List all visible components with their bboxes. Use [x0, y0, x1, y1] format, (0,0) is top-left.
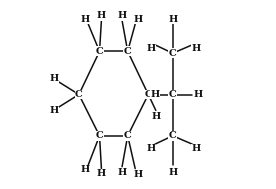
- Text: C: C: [96, 131, 104, 140]
- Text: H: H: [133, 15, 143, 24]
- Text: H: H: [147, 144, 156, 153]
- Text: H: H: [150, 90, 160, 99]
- Text: C: C: [124, 131, 132, 140]
- Text: C: C: [75, 90, 83, 99]
- Text: H: H: [49, 106, 59, 115]
- Text: H: H: [147, 44, 156, 53]
- Text: H: H: [151, 112, 160, 121]
- Text: H: H: [97, 169, 106, 178]
- Text: H: H: [133, 170, 143, 179]
- Text: H: H: [81, 15, 90, 24]
- Text: H: H: [117, 168, 127, 177]
- Text: C: C: [169, 90, 177, 99]
- Text: C: C: [144, 90, 152, 99]
- Text: H: H: [192, 144, 201, 153]
- Text: H: H: [168, 168, 177, 177]
- Text: H: H: [168, 15, 177, 24]
- Text: C: C: [169, 131, 177, 140]
- Text: C: C: [169, 49, 177, 58]
- Text: H: H: [117, 11, 127, 20]
- Text: H: H: [192, 44, 201, 53]
- Text: C: C: [124, 47, 132, 56]
- Text: H: H: [97, 11, 106, 20]
- Text: C: C: [96, 47, 104, 56]
- Text: H: H: [193, 90, 203, 99]
- Text: H: H: [49, 74, 59, 83]
- Text: H: H: [81, 165, 90, 174]
